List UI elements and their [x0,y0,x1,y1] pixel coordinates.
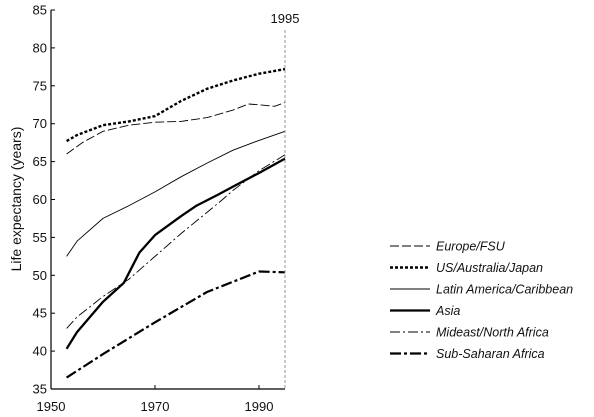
y-tick-label: 70 [33,116,47,131]
y-tick-label: 65 [33,154,47,169]
axes: 35 40 45 50 55 60 65 70 75 80 85 1950 1970 1990 [33,3,285,414]
legend-label-mideast-north-africa: Mideast/North Africa [436,326,549,340]
y-tick-label: 45 [33,306,47,321]
year-1995-label: 1995 [271,11,300,26]
y-tick-label: 75 [33,78,47,93]
series-line-asia [65,157,286,350]
series-line-sub-saharan-africa [66,270,286,379]
y-tick-label: 85 [33,3,47,18]
y-tick-label: 35 [33,382,47,397]
legend-label-latin-america-caribbean: Latin America/Caribbean [436,283,573,297]
plot-lines [65,67,286,379]
series-line-latin-america-caribbean [66,130,286,257]
x-tick-label: 1950 [37,399,66,414]
legend-label-asia: Asia [435,304,460,318]
legend: Europe/FSU US/Australia/Japan Latin Americ… [390,240,573,361]
legend-label-us-australia-japan: US/Australia/Japan [436,261,543,275]
y-tick-label: 50 [33,268,47,283]
x-tick-label: 1990 [245,399,274,414]
series-line-europe-fsu [66,102,286,155]
y-tick-label: 55 [33,230,47,245]
y-axis-title: Life expectancy (years) [8,127,24,272]
y-tick-label: 40 [33,344,47,359]
series-line-mideast-north-africa [66,154,286,329]
y-tick-label: 60 [33,192,47,207]
x-ticks: 1950 1970 1990 [37,385,274,414]
y-ticks: 35 40 45 50 55 60 65 70 75 80 85 [33,3,55,397]
series-line-us-australia-japan [66,67,286,143]
y-tick-label: 80 [33,40,47,55]
legend-label-sub-saharan-africa: Sub-Saharan Africa [436,347,545,361]
legend-label-europe-fsu: Europe/FSU [436,240,506,254]
x-tick-label: 1970 [141,399,170,414]
